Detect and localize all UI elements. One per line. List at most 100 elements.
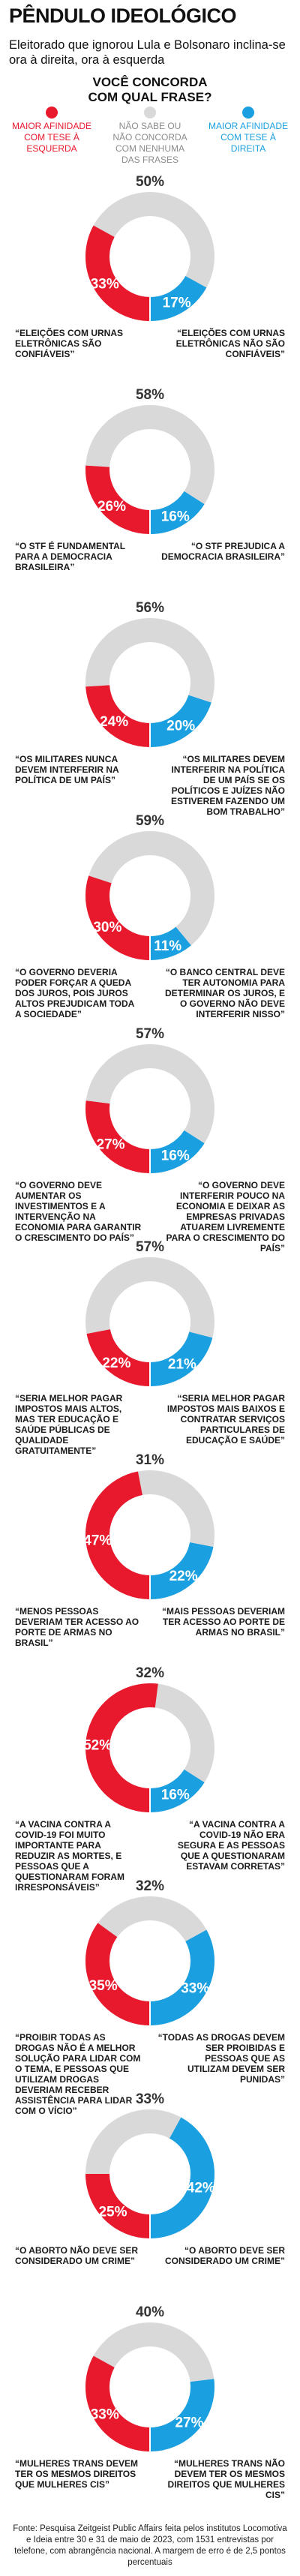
chart-8-left-quote-line: COVID-19 FOI MUITO — [15, 1830, 105, 1840]
chart-7-left-quote-line: PORTE DE ARMAS NO — [15, 1627, 112, 1638]
chart-11-left-quote-line: QUE MULHERES CIS” — [15, 2479, 110, 2490]
chart-10-left-quote: “O ABORTO NÃO DEVE SER CONSIDERADO UM CRI… — [15, 2244, 138, 2266]
chart-5-right-quote: “O GOVERNO DEVE INTERFERIR POUCO NA ECONOM… — [166, 1180, 286, 1253]
chart-3-right-quote-line: BOM TRABALHO” — [206, 806, 285, 817]
chart-9-left-quote-line: DEVERIAM RECEBER — [15, 2085, 110, 2095]
chart-5-right-quote-line: INTERFERIR POUCO NA — [180, 1190, 285, 1201]
chart-2-left-quote: “O STF É FUNDAMENTAL PARA A DEMOCRACIA BRA… — [15, 540, 125, 572]
chart-4-left-quote-line: A SOCIEDADE” — [15, 1009, 82, 1019]
chart-2-right-value: 16% — [161, 509, 190, 524]
chart-6-middle-value: 57% — [136, 1239, 164, 1255]
chart-5-right-quote-line: EMPRESAS PRIVADAS — [186, 1211, 285, 1222]
chart-10-right-quote-line: CONSIDERADO UM CRIME” — [165, 2256, 285, 2266]
chart-7-middle-value: 31% — [136, 1452, 164, 1468]
question-label: VOCÊ CONCORDA COM QUAL FRASE? — [88, 75, 212, 104]
legend-right-swatch — [242, 107, 254, 119]
legend-middle-label: NÃO SABE OU NÃO CONCORDA COM NENHUMA DAS… — [112, 121, 188, 165]
chart-11-right-value: 27% — [175, 2415, 203, 2430]
chart-7-right-slice — [149, 1542, 214, 1599]
chart-8-right-quote-line: “A VACINA CONTRA A — [189, 1819, 285, 1830]
chart-4-right-quote: “O BANCO CENTRAL DEVE TER AUTONOMIA PARA D… — [165, 967, 285, 1019]
chart-9-left-quote-line: UTILIZAM DROGAS — [15, 2074, 99, 2085]
chart-10-left-value: 25% — [98, 2204, 127, 2220]
chart-4-left-value: 30% — [93, 920, 122, 935]
chart-2-left-quote-line: PARA A DEMOCRACIA — [15, 551, 112, 562]
chart-8-middle-value: 32% — [136, 1665, 164, 1681]
chart-1-left-quote-line: “ELEIÇÕES COM URNAS — [15, 327, 123, 338]
chart-1-middle-value: 50% — [136, 174, 164, 190]
chart-11-slice-gap — [149, 2426, 151, 2453]
chart-4-right-quote-line: DETERMINAR OS JUROS, E — [165, 988, 285, 998]
chart-1-left-value: 33% — [91, 277, 119, 293]
chart-6-left-quote-line: SAÚDE PÚBLICAS DE — [15, 1424, 110, 1435]
chart-6-left-quote-line: “SERIA MELHOR PAGAR — [15, 1393, 123, 1404]
chart-3-right-quote-line: INTERFERIR NA POLÍTICA — [171, 764, 285, 775]
chart-11-right-slice — [149, 2379, 214, 2451]
chart-4-left-slice — [86, 875, 151, 960]
chart-7-left-quote-line: DEVERIAM TER ACESSO AO — [15, 1617, 139, 1627]
chart-10-left-quote-line: “O ABORTO NÃO DEVE SER — [15, 2244, 138, 2256]
chart-1-left-quote-line: CONFIÁVEIS” — [15, 348, 74, 359]
chart-11-right-quote-line: CIS” — [266, 2490, 285, 2500]
chart-8-right-quote-line: COVID-19 NÃO ERA — [200, 1829, 285, 1840]
legend-middle-swatch — [144, 107, 156, 119]
chart-7-left-slice — [86, 1471, 151, 1599]
chart-3-right-quote-line: DE UM PAÍS SE OS — [203, 774, 285, 785]
chart-8-right-quote-line: QUE A QUESTIONARAM — [181, 1851, 285, 1861]
chart-7-left-quote-line: “MENOS PESSOAS — [15, 1606, 98, 1617]
chart-4-left-quote-line: “O GOVERNO DEVERIA — [15, 967, 118, 977]
chart-9-slice-gap — [149, 2000, 151, 2027]
chart-5-right-value: 16% — [161, 1148, 190, 1163]
chart-8-left-quote-line: IMPORTANTE PARA — [15, 1840, 101, 1851]
chart-9-right-quote: “TODAS AS DROGAS DEVEM SER PROIBIDAS E PES… — [158, 2032, 286, 2085]
chart-4-left-quote-line: DOS JUROS, POIS JUROS — [15, 988, 128, 998]
chart-10-slice-gap — [149, 2213, 151, 2240]
chart-6-left-quote: “SERIA MELHOR PAGAR IMPOSTOS MAIS ALTOS, M… — [15, 1393, 123, 1456]
chart-9-right-quote-line: PUNIDAS” — [240, 2074, 285, 2085]
chart-5-right-quote-line: PAÍS” — [260, 1242, 285, 1253]
chart-1-right-quote: “ELEIÇÕES COM URNAS ELETRÔNICAS NÃO SÃO CO… — [176, 327, 285, 359]
chart-5-right-quote-line: “O GOVERNO DEVE — [198, 1180, 285, 1190]
chart-9-left-slice — [86, 1923, 151, 2025]
chart-5-left-quote-line: INVESTIMENTOS E A — [15, 1201, 106, 1211]
legend-left-swatch — [46, 107, 58, 119]
chart-6-right-quote-line: “SERIA MELHOR PAGAR — [178, 1393, 286, 1404]
chart-3-right-quote-line: POLÍTICOS E JUÍZES NÃO — [172, 785, 285, 796]
chart-3-left-quote-line: POLÍTICA DE UM PAÍS” — [15, 774, 116, 785]
chart-6-left-quote-line: GRATUITAMENTE” — [15, 1446, 96, 1456]
chart-4-middle-value: 59% — [136, 813, 164, 829]
chart-8-right-slice — [149, 1769, 205, 1812]
chart-5-right-slice — [149, 1130, 205, 1173]
chart-1-slice-gap — [149, 296, 151, 323]
chart-8-slice-gap — [149, 1787, 151, 1814]
chart-3-slice-gap — [149, 722, 151, 749]
chart-8-right-value: 16% — [161, 1787, 190, 1803]
chart-4-left-quote-line: PODER FORÇAR A QUEDA — [15, 977, 131, 988]
chart-9-right-quote-line: PESSOAS QUE AS — [205, 2053, 285, 2064]
chart-5-right-quote-line: PARA O CRESCIMENTO DO — [166, 1232, 285, 1243]
chart-5-middle-value: 57% — [136, 1026, 164, 1042]
chart-8-left-quote-line: PESSOAS QUE A — [15, 1861, 89, 1872]
chart-9-left-quote-line: ASSISTÊNCIA PARA LIDAR — [15, 2094, 133, 2106]
chart-9-left-quote-line: “PROIBIR TODAS AS — [15, 2032, 106, 2043]
chart-9-left-quote-line: COM O VÍCIO” — [15, 2105, 77, 2116]
chart-8-left-quote-line: IRRESPONSÁVEIS” — [15, 1881, 100, 1893]
chart-9-left-value: 35% — [89, 1978, 118, 1994]
chart-7-right-quote-line: “MAIS PESSOAS DEVERIAM — [162, 1606, 285, 1617]
chart-2-middle-value: 58% — [136, 387, 164, 403]
chart-11-left-value: 33% — [91, 2407, 119, 2423]
chart-6-left-quote-line: QUALIDADE — [15, 1435, 68, 1446]
chart-8-left-quote-line: “A VACINA CONTRA A — [15, 1819, 111, 1830]
chart-10-left-quote-line: CONSIDERADO UM CRIME” — [15, 2256, 135, 2266]
chart-6-slice-gap — [149, 1361, 151, 1388]
page-title: PÊNDULO IDEOLÓGICO — [9, 5, 237, 27]
chart-2-right-slice — [149, 491, 205, 534]
chart-3-right-quote-line: “OS MILITARES DEVEM — [183, 754, 285, 764]
chart-6-left-quote-line: MAS TER EDUCAÇÃO E — [15, 1413, 118, 1425]
chart-6-right-slice — [149, 1331, 213, 1386]
chart-11-right-quote-line: DEVEM TER OS MESMOS — [175, 2469, 285, 2479]
chart-7-slice-gap — [149, 1574, 151, 1601]
chart-9-right-slice — [149, 1929, 214, 2025]
chart-7-left-value: 47% — [83, 1533, 112, 1549]
